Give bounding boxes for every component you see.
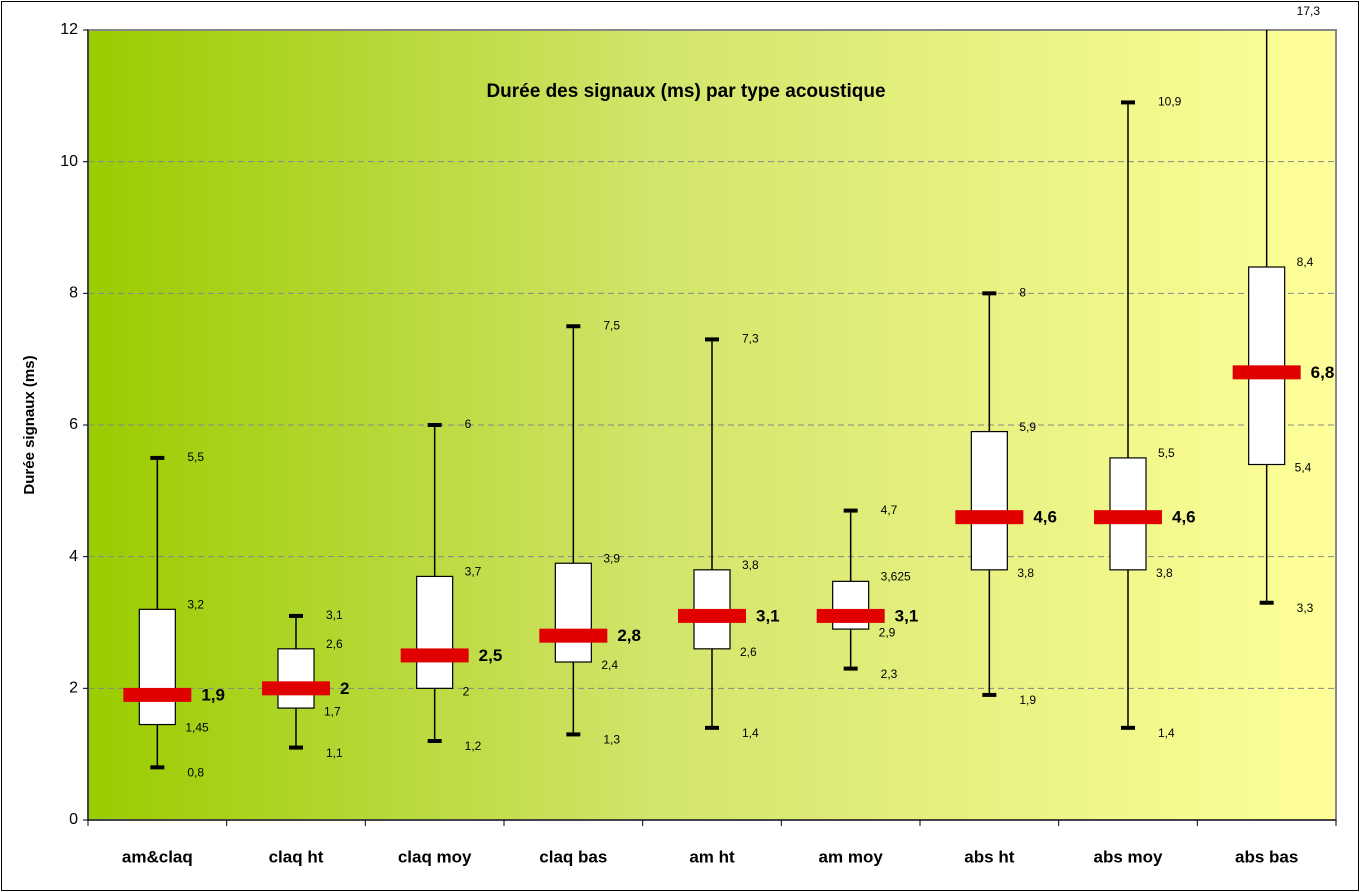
max-label: 7,3 xyxy=(742,332,759,346)
median-bar xyxy=(816,608,885,623)
median-label: 4,6 xyxy=(1033,508,1057,527)
x-tick-label: abs ht xyxy=(964,847,1014,866)
x-tick-label: claq moy xyxy=(398,847,472,866)
y-axis-label: Durée signaux (ms) xyxy=(21,355,38,494)
max-label: 3,1 xyxy=(326,608,343,622)
y-tick-label: 4 xyxy=(69,548,78,565)
min-label: 2,3 xyxy=(881,667,898,681)
box xyxy=(970,430,1008,571)
min-label: 1,4 xyxy=(742,726,759,740)
q1-label: 3,8 xyxy=(1156,566,1173,580)
x-tick-label: abs bas xyxy=(1235,847,1298,866)
q3-label: 3,625 xyxy=(881,570,911,584)
max-label: 8 xyxy=(1019,286,1026,300)
q1-label: 5,4 xyxy=(1295,461,1312,475)
max-label: 7,5 xyxy=(603,318,620,332)
median-label: 6,8 xyxy=(1311,363,1335,382)
median-bar xyxy=(678,608,746,623)
median-bar xyxy=(262,681,330,696)
median-label: 3,1 xyxy=(756,606,780,625)
y-tick-label: 6 xyxy=(69,416,78,433)
median-bar xyxy=(400,648,469,663)
q1-label: 1,7 xyxy=(324,704,341,718)
boxes xyxy=(123,30,1301,770)
q3-label: 3,8 xyxy=(742,558,759,572)
box xyxy=(138,608,176,726)
y-tick-label: 8 xyxy=(69,285,78,302)
y-tick-label: 10 xyxy=(60,153,78,170)
labels: 0 2 4 6 8 10 12 am&claq 5,5 3,2 1,9 1,45 0,8 claq ht 3… xyxy=(60,4,1334,866)
y-tick-label: 12 xyxy=(60,21,78,38)
q1-label: 2,4 xyxy=(601,658,618,672)
median-label: 1,9 xyxy=(201,685,225,704)
median-bar xyxy=(1232,365,1301,380)
q1-label: 2,9 xyxy=(879,625,896,639)
min-label: 3,3 xyxy=(1297,601,1314,615)
min-label: 1,4 xyxy=(1158,726,1175,740)
min-label: 1,3 xyxy=(603,733,620,747)
median-bar xyxy=(1094,510,1162,525)
max-label: 6 xyxy=(465,417,472,431)
min-label: 1,9 xyxy=(1019,693,1036,707)
y-tick-label: 0 xyxy=(69,811,78,828)
max-label: 5,5 xyxy=(187,450,204,464)
median-label: 2,5 xyxy=(479,646,503,665)
median-bar xyxy=(123,687,192,702)
q3-label: 2,6 xyxy=(326,637,343,651)
q1-label: 1,45 xyxy=(185,721,209,735)
x-tick-label: abs moy xyxy=(1094,847,1164,866)
q3-label: 5,9 xyxy=(1019,420,1036,434)
median-label: 4,6 xyxy=(1172,508,1196,527)
x-tick-label: am&claq xyxy=(122,847,193,866)
q3-label: 3,9 xyxy=(603,551,620,565)
x-tick-label: claq bas xyxy=(539,847,607,866)
q3-label: 3,2 xyxy=(187,598,204,612)
y-tick-label: 2 xyxy=(69,680,78,697)
x-tick-label: claq ht xyxy=(269,847,324,866)
q3-label: 8,4 xyxy=(1297,255,1314,269)
median-bar xyxy=(955,510,1024,525)
max-label: 17,3 xyxy=(1297,4,1321,18)
q3-label: 3,7 xyxy=(465,565,482,579)
q3-label: 5,5 xyxy=(1158,446,1175,460)
box xyxy=(277,648,315,709)
min-label: 1,2 xyxy=(465,739,482,753)
median-label: 3,1 xyxy=(895,606,919,625)
median-bar xyxy=(539,628,608,643)
q1-label: 3,8 xyxy=(1017,566,1034,580)
q1-label: 2 xyxy=(463,685,470,699)
chart-title: Durée des signaux (ms) par type acoustiq… xyxy=(486,81,885,102)
median-label: 2 xyxy=(340,679,349,698)
max-label: 10,9 xyxy=(1158,95,1182,109)
median-label: 2,8 xyxy=(617,626,641,645)
q1-label: 2,6 xyxy=(740,645,757,659)
min-label: 0,8 xyxy=(187,766,204,780)
min-label: 1,1 xyxy=(326,746,343,760)
x-tick-label: am moy xyxy=(819,847,884,866)
box xyxy=(416,575,454,689)
x-tick-label: am ht xyxy=(689,847,735,866)
max-label: 4,7 xyxy=(881,503,898,517)
box xyxy=(554,562,592,663)
